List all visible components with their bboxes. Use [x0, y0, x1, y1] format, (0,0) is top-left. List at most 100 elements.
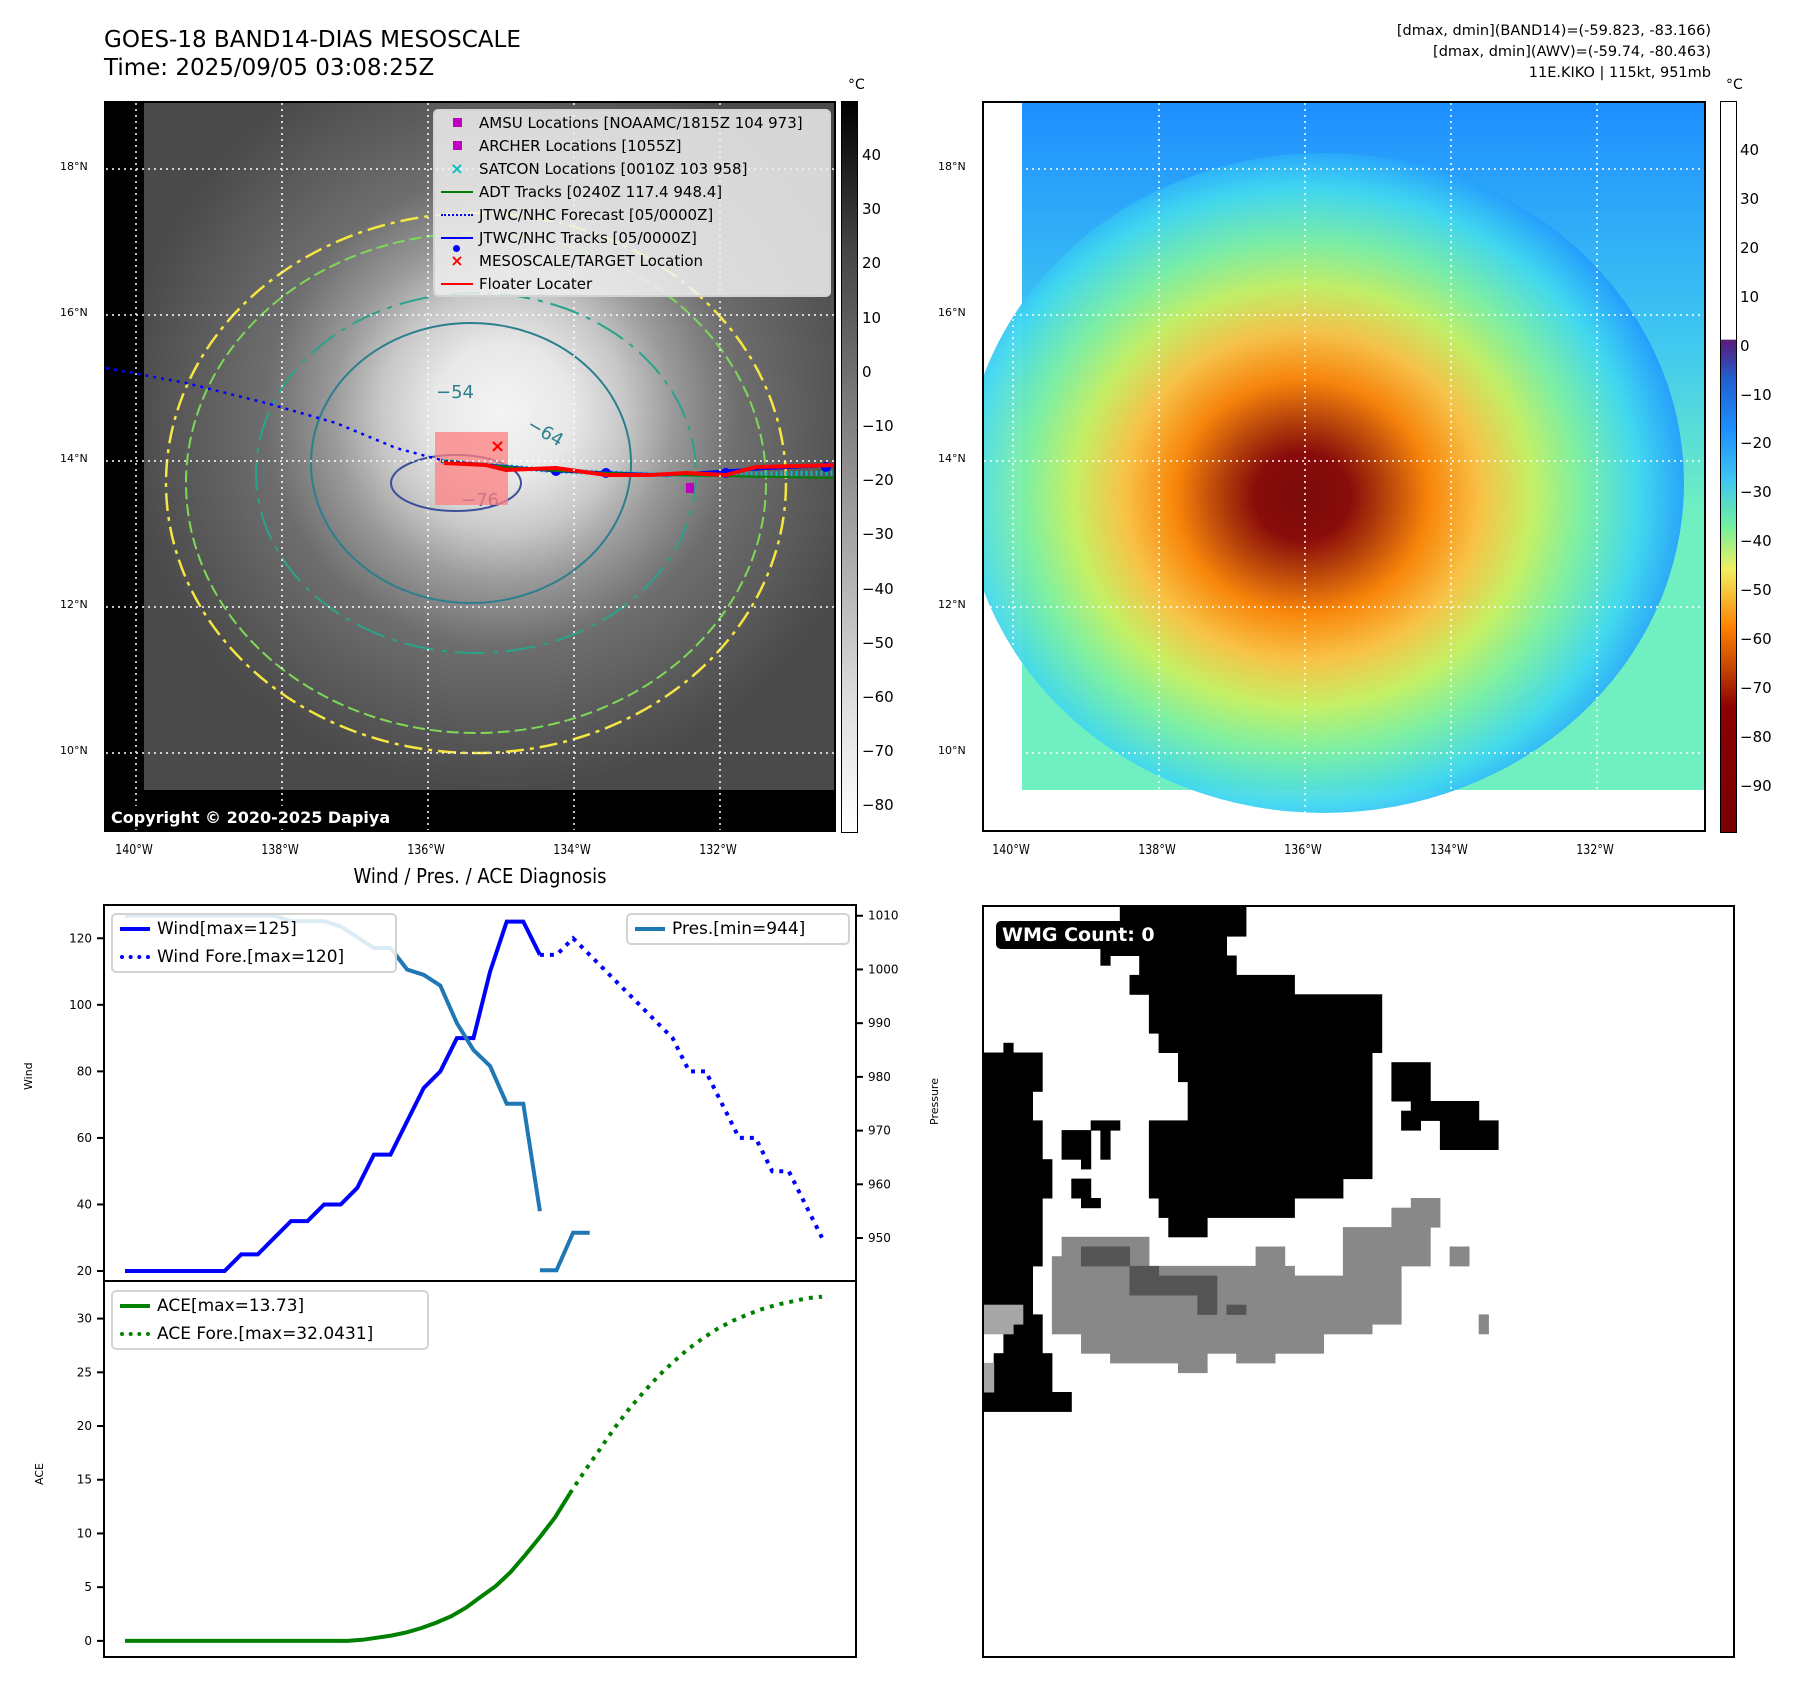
lon-tick: 140°W [992, 843, 1030, 858]
wind-tick-label: 40 [77, 1197, 92, 1211]
colorbar-tick: −80 [862, 796, 894, 815]
wmg-panel: WMG Count: 0 [982, 905, 1735, 1658]
square-marker-icon [435, 141, 479, 150]
wmg-cell [984, 1120, 1043, 1160]
lat-tick: 10°N [938, 744, 966, 757]
legend-label: JTWC/NHC Tracks [05/0000Z] [479, 228, 697, 247]
colorbar-tick: −40 [1740, 532, 1772, 551]
dotted-line-icon [435, 213, 479, 216]
colorbar-tick: 10 [862, 308, 882, 327]
ace-tick-label: 30 [77, 1312, 92, 1326]
legend-item-pressure: Pres.[min=944] [628, 915, 848, 943]
colorbar-unit: °C [1726, 77, 1743, 93]
lon-tick: 136°W [407, 843, 445, 858]
legend-label: AMSU Locations [NOAAMC/1815Z 104 973] [479, 113, 803, 132]
line-dot-icon [435, 236, 479, 252]
wmg-cell [1100, 1130, 1111, 1160]
colorbar-tick: 40 [1740, 141, 1760, 159]
legend-item-tracks: JTWC/NHC Tracks [05/0000Z] [435, 226, 829, 252]
dotted-line-icon [113, 955, 157, 959]
wmg-cell [1226, 1304, 1247, 1315]
legend-item-ace: ACE[max=13.73] [113, 1292, 427, 1320]
lat-tick: 18°N [60, 160, 88, 173]
pressure-tick-label: 1000 [868, 962, 899, 976]
legend-label: JTWC/NHC Forecast [05/0000Z] [479, 205, 714, 224]
colorbar-tick: −20 [862, 471, 894, 490]
wmg-cell [1129, 974, 1295, 995]
copyright-badge: Copyright © 2020-2025 Dapiya [106, 806, 396, 829]
wmg-cell [984, 1091, 1033, 1121]
line-icon [435, 282, 479, 285]
legend-label: Pres.[min=944] [672, 919, 806, 939]
ace-tick-label: 0 [84, 1634, 92, 1648]
ace-tick-label: 20 [77, 1419, 92, 1433]
floater-track [443, 461, 834, 478]
series-line-3 [539, 1230, 590, 1273]
wmg-cell [1003, 1042, 1014, 1053]
colorbar-tick: −30 [1740, 483, 1772, 502]
square-marker-icon [435, 118, 479, 127]
legend-item-wind: Wind[max=125] [113, 915, 395, 943]
colorbar-tick: −50 [1740, 581, 1772, 600]
wmg-cell [1439, 1120, 1499, 1150]
legend-item-amsu: AMSU Locations [NOAAMC/1815Z 104 973] [435, 111, 829, 134]
line-icon [113, 927, 157, 931]
series-line-0 [125, 919, 542, 1273]
lat-tick: 14°N [938, 452, 966, 465]
colorbar-tick: −30 [862, 525, 894, 544]
lon-tick: 136°W [1284, 843, 1322, 858]
lat-tick: 16°N [60, 306, 88, 319]
colorbar-tick: 0 [862, 362, 872, 381]
ace-series-line-1 [568, 1294, 823, 1495]
colorbar-tick: −60 [862, 688, 894, 706]
wmg-cell [1148, 994, 1383, 1034]
wmg-cell [1178, 1362, 1208, 1374]
pressure-tick-label: 970 [868, 1124, 891, 1138]
lat-tick: 18°N [938, 160, 966, 173]
wmg-cell [1197, 1295, 1218, 1315]
right-map-image [984, 103, 1704, 830]
wmg-cell [984, 1198, 1043, 1267]
series-line-1 [539, 935, 824, 1239]
legend-item-floater: Floater Locater [435, 272, 829, 295]
lat-tick: 16°N [938, 306, 966, 319]
archer-marker [686, 483, 694, 493]
lat-tick: 12°N [60, 598, 88, 611]
wmg-cell [984, 1362, 995, 1393]
figure-title: GOES-18 BAND14-DIAS MESOSCALE [104, 27, 521, 53]
lon-tick: 132°W [1576, 843, 1614, 858]
colorbar-unit: °C [848, 77, 865, 93]
wmg-cell [1401, 1110, 1421, 1131]
lat-tick: 14°N [60, 452, 88, 465]
x-marker-icon: × [450, 159, 464, 178]
pressure-tick-label: 960 [868, 1177, 891, 1191]
legend-label: ACE[max=13.73] [157, 1296, 305, 1316]
pressure-tick-label: 980 [868, 1070, 891, 1084]
colorbar-tick: −80 [1740, 727, 1772, 746]
map-legend: AMSU Locations [NOAAMC/1815Z 104 973] AR… [433, 109, 831, 297]
wmg-cell [1236, 1353, 1276, 1364]
legend-label: Wind[max=125] [157, 919, 297, 939]
colorbar-tick: −10 [1740, 385, 1772, 404]
colorbar-tick: −20 [1740, 434, 1772, 453]
wmg-cell [1178, 1052, 1373, 1083]
wind-legend: Wind[max=125] Wind Fore.[max=120] [111, 913, 397, 973]
wmg-grid [984, 907, 1499, 1412]
legend-label: MESOSCALE/TARGET Location [479, 251, 704, 270]
ace-panel-frame [103, 1280, 857, 1658]
wind-tick-label: 100 [69, 998, 92, 1012]
diagnosis-title: Wind / Pres. / ACE Diagnosis [353, 864, 607, 888]
wmg-count-badge: WMG Count: 0 [996, 921, 1161, 949]
wmg-cell [1168, 1217, 1208, 1238]
colorbar-tick: −90 [1740, 776, 1772, 795]
colorbar-tick: 10 [1740, 287, 1760, 306]
wmg-cell [984, 1052, 1043, 1092]
gridlines [984, 103, 1704, 830]
lon-tick: 140°W [115, 843, 153, 858]
colorbar-tick: −10 [862, 417, 894, 435]
wmg-cell [1158, 1033, 1383, 1053]
wmg-cell [1090, 1120, 1121, 1131]
ace-tick-label: 10 [77, 1526, 92, 1540]
lon-tick: 132°W [699, 843, 737, 858]
